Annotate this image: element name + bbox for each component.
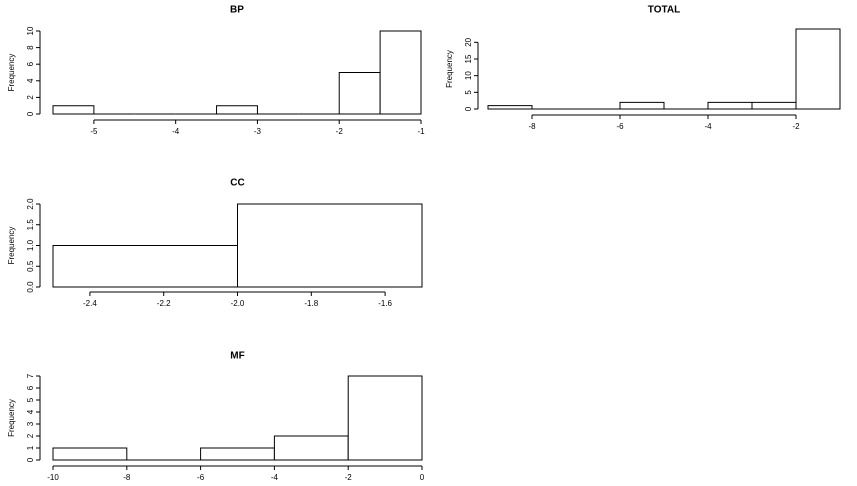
bar [487,105,533,110]
x-tick-label: -3 [254,127,262,136]
x-tick-label: -2 [345,473,353,482]
y-tick-label: 4 [26,409,35,414]
y-tick-label: 0.0 [26,281,35,293]
x-tick-label: -2 [792,122,800,131]
x-tick-label: -5 [90,127,98,136]
y-tick-label: 0 [26,457,35,462]
bar [52,447,128,461]
bar [707,101,753,110]
x-tick-label: -2.0 [231,299,245,308]
bar [619,101,665,110]
chart-title: TOTAL [648,5,680,16]
chart-title: MF [230,351,244,362]
x-tick-label: 0 [420,473,425,482]
y-tick-label: 10 [464,71,473,80]
x-tick-label: -8 [528,122,536,131]
y-tick-label: 6 [26,61,35,66]
bar [751,101,797,110]
y-tick-label: 1.5 [26,219,35,231]
y-tick-label: 1.0 [26,239,35,251]
bar [52,245,238,288]
y-axis-label: Frequency [7,399,16,437]
y-tick-label: 1 [26,445,35,450]
y-tick-label: 2 [26,433,35,438]
y-tick-label: 4 [26,78,35,83]
chart-title: CC [230,178,244,189]
y-axis-label: Frequency [445,50,454,88]
y-tick-label: 0 [464,106,473,111]
y-tick-label: 0 [26,111,35,116]
y-tick-label: 15 [464,54,473,63]
x-tick-label: -4 [172,127,180,136]
bar [347,375,423,461]
x-tick-label: -1.8 [304,299,318,308]
x-tick-label: -1.6 [378,299,392,308]
bar [216,105,258,115]
y-tick-label: 5 [26,397,35,402]
x-tick-label: -2 [336,127,344,136]
bar [200,447,275,461]
y-tick-label: 2.0 [26,198,35,210]
x-tick-label: -8 [123,473,131,482]
bar [379,30,422,115]
y-tick-label: 10 [26,26,35,35]
x-tick-label: -6 [616,122,624,131]
x-tick-label: -2.4 [83,299,97,308]
x-tick-label: -6 [197,473,205,482]
x-tick-label: -10 [47,473,59,482]
x-tick-label: -2.2 [157,299,171,308]
bar [795,28,841,110]
bar [338,72,381,115]
y-tick-label: 5 [464,90,473,95]
y-axis-label: Frequency [7,54,16,92]
y-tick-label: 2 [26,95,35,100]
y-tick-label: 6 [26,385,35,390]
y-tick-label: 20 [464,37,473,46]
bar [52,105,95,115]
x-tick-label: -1 [417,127,425,136]
y-axis-label: Frequency [7,227,16,265]
bar [237,203,423,288]
y-tick-label: 8 [26,45,35,50]
x-tick-label: -4 [271,473,279,482]
x-tick-label: -4 [704,122,712,131]
y-tick-label: 7 [26,373,35,378]
chart-title: BP [230,5,244,16]
y-tick-label: 0.5 [26,260,35,272]
bar [273,435,349,461]
y-tick-label: 3 [26,421,35,426]
